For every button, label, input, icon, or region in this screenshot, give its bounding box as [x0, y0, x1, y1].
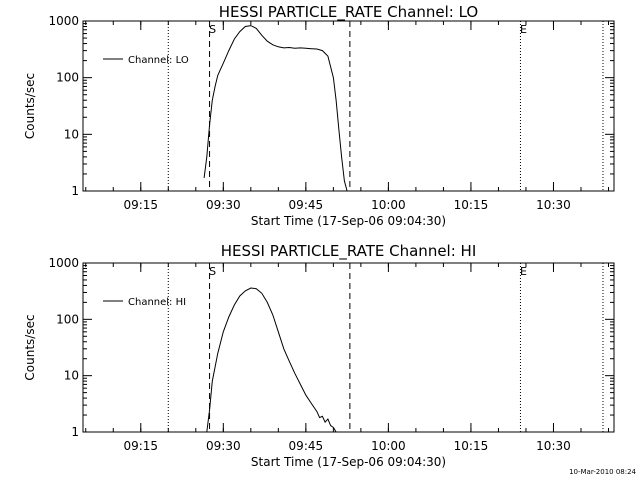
y-tick-label: 10	[64, 369, 79, 383]
x-tick-label: 09:30	[206, 198, 241, 212]
x-axis-label: Start Time (17-Sep-06 09:04:30)	[251, 455, 446, 469]
chart-title: HESSI PARTICLE_RATE Channel: LO	[219, 3, 478, 22]
series-line	[206, 287, 337, 433]
y-tick-label: 100	[56, 71, 79, 85]
x-tick-label: 10:15	[454, 198, 489, 212]
y-tick-label: 1000	[48, 14, 79, 28]
y-tick-label: 100	[56, 312, 79, 326]
panel-lo: HESSI PARTICLE_RATE Channel: LO 1 10 100 100…	[23, 3, 615, 228]
y-axis-label: Counts/sec	[23, 73, 37, 139]
y-tick-label: 10	[64, 127, 79, 141]
marker-label: S	[209, 265, 216, 278]
x-tick-label: 09:15	[123, 198, 158, 212]
timestamp-stamp: 10-Mar-2010 08:24	[569, 468, 636, 476]
marker-label: E	[520, 23, 527, 36]
plot-frame	[82, 20, 615, 192]
x-tick-label: 09:15	[123, 439, 158, 453]
plot-frame	[82, 262, 615, 433]
y-tick-label: 1	[71, 425, 79, 439]
chart-title: HESSI PARTICLE_RATE Channel: HI	[221, 242, 477, 261]
y-tick-label: 1000	[48, 256, 79, 270]
marker-label: E	[520, 265, 527, 278]
panel-hi: HESSI PARTICLE_RATE Channel: HI 1 10 100 100…	[23, 242, 615, 469]
y-axis-label: Counts/sec	[23, 314, 37, 380]
x-axis-label: Start Time (17-Sep-06 09:04:30)	[251, 214, 446, 228]
series-line	[203, 25, 348, 192]
y-tick-label: 1	[71, 184, 79, 198]
marker-label: S	[209, 23, 216, 36]
x-tick-label: 09:45	[289, 439, 324, 453]
x-tick-label: 10:00	[371, 198, 406, 212]
x-tick-label: 10:30	[536, 198, 571, 212]
legend-label: Channel: HI	[128, 297, 186, 308]
x-tick-label: 10:00	[371, 439, 406, 453]
x-tick-label: 09:45	[289, 198, 324, 212]
x-tick-label: 10:30	[536, 439, 571, 453]
x-tick-label: 09:30	[206, 439, 241, 453]
legend-label: Channel: LO	[128, 55, 189, 66]
x-tick-label: 10:15	[454, 439, 489, 453]
